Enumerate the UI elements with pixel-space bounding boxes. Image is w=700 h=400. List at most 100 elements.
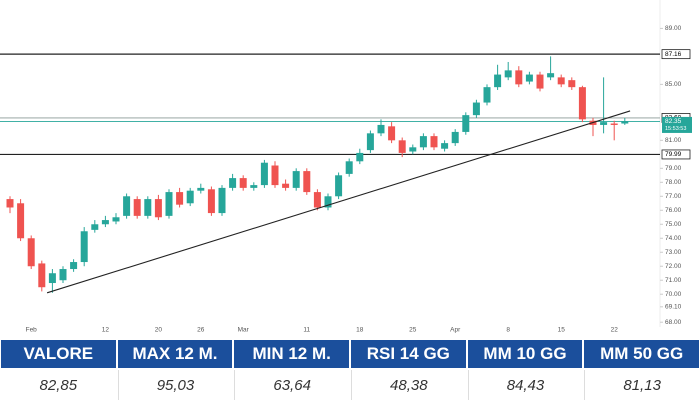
x-tick-label: 18 xyxy=(356,327,364,334)
y-tick-label: 69.10 xyxy=(665,304,682,311)
candle-body xyxy=(48,273,56,284)
x-tick-label: Mar xyxy=(238,327,250,334)
candle-body xyxy=(441,143,449,149)
candle-body xyxy=(621,121,629,124)
y-tick-label: 70.00 xyxy=(665,291,682,298)
candle-body xyxy=(472,102,480,116)
candle-body xyxy=(409,147,417,152)
value-cell: 82,85 xyxy=(1,370,116,400)
candle-body xyxy=(462,115,470,132)
candle-body xyxy=(303,171,311,193)
candle-body xyxy=(133,199,141,216)
price-label: 82.35 xyxy=(665,118,682,125)
candle-body xyxy=(525,74,533,82)
candle-body xyxy=(494,74,502,88)
candle-body xyxy=(504,70,512,78)
candle-body xyxy=(27,238,35,267)
candle-body xyxy=(218,187,226,214)
header-cell: MM 50 GG xyxy=(584,340,699,368)
y-tick-label: 73.00 xyxy=(665,249,682,256)
y-tick-label: 79.00 xyxy=(665,165,682,172)
candle-body xyxy=(91,224,99,230)
candle-body xyxy=(17,203,25,239)
candle-body xyxy=(144,199,152,216)
candle-body xyxy=(112,217,120,222)
candle-body xyxy=(451,131,459,144)
candle-body xyxy=(430,136,438,148)
x-tick-label: 8 xyxy=(506,327,510,334)
candle-body xyxy=(483,87,491,103)
candle-body xyxy=(366,133,374,151)
candle-body xyxy=(260,162,268,186)
x-tick-label: Apr xyxy=(450,327,461,334)
candle-body xyxy=(70,262,78,270)
candle-body xyxy=(197,187,205,191)
x-tick-label: 26 xyxy=(197,327,205,334)
chart: 89.00 85.00 81.00 79.00 78.00 77.00 76.00 75.00… xyxy=(0,0,692,334)
candle-body xyxy=(557,77,565,85)
value-cell: 48,38 xyxy=(351,370,466,400)
candle-body xyxy=(38,263,46,288)
candle-body xyxy=(176,192,184,205)
candle-body xyxy=(80,231,88,263)
x-tick-label: 20 xyxy=(155,327,163,334)
x-tick-label: 12 xyxy=(102,327,110,334)
candle-body xyxy=(345,161,353,174)
candle-body xyxy=(610,123,618,125)
price-time: 15:53:53 xyxy=(665,126,686,132)
candle-body xyxy=(229,178,237,188)
header-cell: RSI 14 GG xyxy=(351,340,466,368)
candle-body xyxy=(6,199,14,208)
value-cell: 63,64 xyxy=(234,370,349,400)
header-cell: MAX 12 M. xyxy=(117,340,233,368)
header-cell: MM 10 GG xyxy=(467,340,583,368)
x-tick-label: 15 xyxy=(558,327,566,334)
candle-body xyxy=(536,74,544,89)
x-tick-label: Feb xyxy=(26,327,38,334)
candle-body xyxy=(123,196,131,216)
candle-body xyxy=(515,70,523,85)
value-cell: 84,43 xyxy=(467,370,583,400)
candle-body xyxy=(600,122,608,125)
y-tick-label: 74.00 xyxy=(665,235,682,242)
price-label-box xyxy=(662,116,692,133)
candle-body xyxy=(292,171,300,188)
candle-body xyxy=(101,220,109,225)
y-tick-label: 78.00 xyxy=(665,179,682,186)
candle-body xyxy=(282,183,290,188)
candle-body xyxy=(356,152,364,162)
level-label: 87.16 xyxy=(665,51,682,58)
y-tick-label: 72.00 xyxy=(665,263,682,270)
y-tick-label: 71.00 xyxy=(665,277,682,284)
level-label-box xyxy=(661,149,691,160)
y-tick-label: 81.00 xyxy=(665,137,682,144)
candle-body xyxy=(59,269,67,281)
level-label-box xyxy=(661,49,691,60)
candle-body xyxy=(154,199,162,218)
value-cell: 95,03 xyxy=(117,370,233,400)
header-cell: MIN 12 M. xyxy=(234,340,349,368)
value-cell: 81,13 xyxy=(584,370,699,400)
candle-body xyxy=(239,178,247,188)
header-cell: VALORE xyxy=(1,340,116,368)
y-tick-label: 68.00 xyxy=(665,319,682,326)
x-tick-label: 22 xyxy=(611,327,619,334)
candle-body xyxy=(335,175,343,197)
trendline xyxy=(46,110,631,294)
stats-table: VALORE 82,85 MAX 12 M. 95,03 MIN 12 M. 63,64 R… xyxy=(0,340,700,400)
y-tick-label: 77.00 xyxy=(665,193,682,200)
candle-body xyxy=(165,192,173,216)
candle-body xyxy=(250,185,258,188)
y-tick-label: 85.00 xyxy=(665,81,682,88)
candle-body xyxy=(568,80,576,88)
y-tick-label: 89.00 xyxy=(665,25,682,32)
candle-body xyxy=(271,165,279,186)
candle-body xyxy=(207,189,215,214)
candle-body xyxy=(324,196,332,208)
candle-body xyxy=(388,126,396,141)
level-label: 79.99 xyxy=(665,151,682,158)
candle-body xyxy=(377,124,385,134)
candle-body xyxy=(419,136,427,148)
x-tick-label: 25 xyxy=(409,327,417,334)
